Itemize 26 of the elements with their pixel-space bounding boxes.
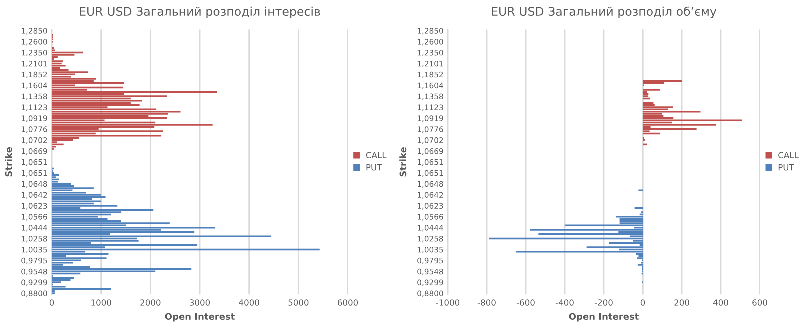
legend-label: CALL [366, 152, 387, 158]
y-axis-title: Strike [5, 148, 12, 177]
x-tick-label: 600 [752, 300, 768, 306]
x-tick-label: 3000 [190, 300, 210, 306]
legend-label: CALL [778, 152, 799, 158]
x-tick-label: -1000 [436, 300, 460, 306]
x-tick-label: 4000 [239, 300, 260, 306]
x-axis-title: Open Interest [165, 313, 235, 322]
x-tick-label: 6000 [338, 300, 358, 306]
x-axis-title: Open Interest [569, 313, 639, 322]
legend-label: PUT [366, 164, 382, 171]
y-axis-title: Strike [400, 148, 407, 177]
x-tick-label: -800 [478, 300, 496, 306]
x-tick-label: 5000 [288, 300, 309, 306]
x-tick-label: 0 [50, 300, 54, 306]
chart-title: EUR USD Загальний розподіл інтересів [80, 6, 320, 18]
legend-label: PUT [778, 164, 794, 171]
x-tick-label: -400 [556, 300, 574, 306]
x-tick-label: 2000 [140, 300, 161, 306]
x-tick-label: -200 [594, 300, 613, 306]
x-tick-label: 400 [713, 300, 728, 306]
chart-title: EUR USD Загальний розподіл об’єму [492, 6, 717, 18]
x-tick-label: 0 [640, 300, 646, 306]
x-tick-label: 1000 [92, 300, 112, 306]
x-tick-label: 200 [674, 300, 690, 306]
x-tick-label: -600 [516, 300, 535, 306]
